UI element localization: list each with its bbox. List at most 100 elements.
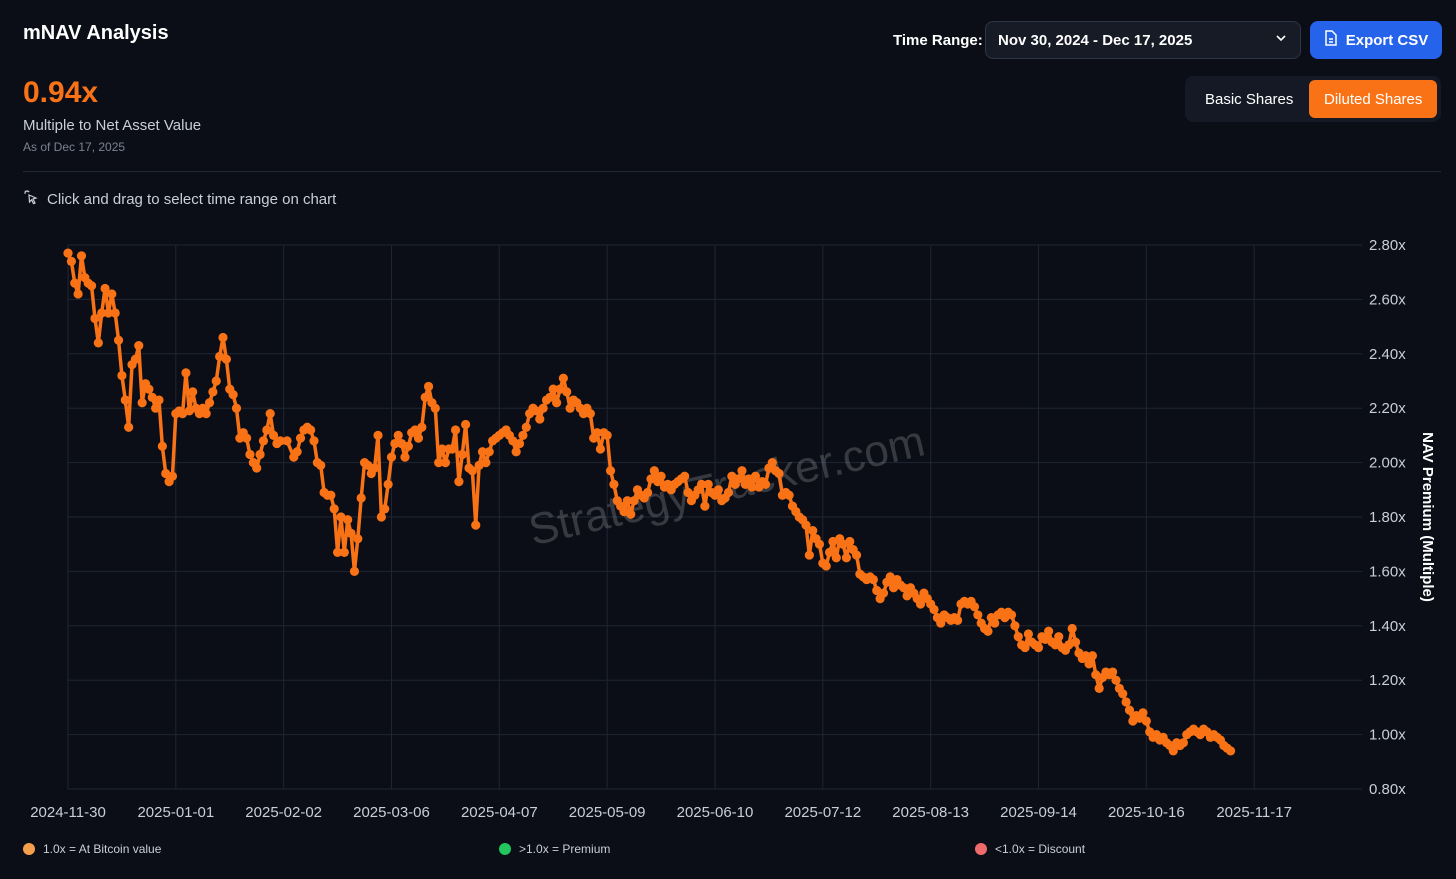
x-tick-label: 2025-11-17 — [1216, 804, 1292, 821]
data-point — [656, 471, 666, 481]
data-point — [696, 479, 707, 489]
data-point — [1067, 623, 1077, 634]
data-point — [562, 387, 572, 397]
data-point — [117, 370, 127, 381]
data-point — [454, 477, 464, 487]
data-point — [265, 409, 275, 419]
data-point — [643, 487, 653, 498]
data-point — [1111, 675, 1121, 685]
legend-dot-green — [499, 843, 511, 855]
y-tick-label: 1.00x — [1369, 727, 1406, 744]
header-divider — [23, 171, 1441, 172]
legend-dot-red — [975, 843, 987, 855]
data-point — [306, 425, 316, 435]
data-point — [878, 588, 889, 598]
time-range-label: Time Range: — [893, 32, 983, 49]
data-point — [511, 447, 521, 457]
x-tick-label: 2025-09-14 — [1000, 804, 1077, 821]
data-point — [66, 256, 76, 266]
data-point — [76, 251, 87, 261]
data-point — [1141, 716, 1151, 726]
basic-shares-button[interactable]: Basic Shares — [1205, 90, 1294, 108]
data-point — [457, 449, 467, 460]
diluted-shares-button[interactable]: Diluted Shares — [1309, 80, 1437, 118]
data-point — [680, 471, 690, 481]
data-point — [137, 398, 147, 408]
data-point — [983, 626, 993, 636]
data-point — [154, 395, 164, 405]
data-point — [201, 409, 211, 419]
cursor-click-icon — [23, 189, 39, 209]
data-point — [1225, 746, 1236, 756]
data-point — [973, 610, 983, 620]
data-point — [1084, 659, 1094, 669]
data-point — [821, 561, 831, 571]
legend-dot-orange — [23, 843, 35, 855]
data-point — [929, 604, 939, 615]
time-range-select[interactable]: Nov 30, 2024 - Dec 17, 2025 — [985, 21, 1301, 59]
data-point — [437, 444, 447, 454]
data-point — [295, 433, 306, 443]
data-point — [595, 444, 606, 454]
y-axis-label: NAV Premium (Multiple) — [1419, 432, 1436, 602]
data-point — [538, 403, 548, 413]
data-point — [188, 387, 198, 397]
data-point — [915, 599, 926, 609]
data-point — [218, 332, 228, 343]
data-point — [282, 436, 292, 446]
data-point — [629, 496, 639, 506]
data-point — [1013, 632, 1023, 642]
data-point — [808, 526, 818, 536]
data-point — [733, 474, 744, 484]
x-tick-label: 2025-02-02 — [245, 804, 322, 821]
x-tick-label: 2025-03-06 — [353, 804, 430, 821]
data-point — [703, 479, 713, 489]
data-point — [953, 615, 963, 625]
data-point — [700, 501, 710, 511]
data-point — [241, 433, 252, 443]
data-point — [845, 536, 855, 547]
data-point — [713, 485, 723, 495]
data-point — [120, 395, 130, 405]
data-point — [626, 509, 636, 519]
data-point — [1178, 738, 1189, 748]
data-point — [774, 468, 784, 479]
data-point — [245, 449, 255, 460]
page-title: mNAV Analysis — [23, 22, 169, 44]
data-point — [760, 479, 771, 489]
data-point — [1118, 689, 1128, 699]
data-point — [97, 308, 107, 318]
data-point — [255, 449, 265, 460]
data-point — [100, 283, 110, 294]
legend-label: 1.0x = At Bitcoin value — [43, 842, 162, 856]
data-point — [231, 403, 242, 413]
x-tick-label: 2025-01-01 — [137, 804, 214, 821]
data-point — [471, 520, 481, 530]
y-tick-label: 2.80x — [1369, 237, 1406, 254]
data-point — [393, 430, 403, 440]
export-csv-button[interactable]: Export CSV — [1310, 21, 1442, 59]
data-point — [548, 384, 558, 394]
data-point — [868, 574, 878, 585]
data-point — [144, 384, 154, 394]
data-point — [90, 313, 100, 324]
data-point — [1087, 651, 1098, 661]
data-point — [70, 278, 80, 288]
data-point — [151, 403, 161, 413]
chart-hint-text: Click and drag to select time range on c… — [47, 190, 337, 208]
watermark: StrategyTracker.com — [524, 417, 929, 556]
legend-label: >1.0x = Premium — [519, 842, 611, 856]
data-point — [63, 248, 73, 258]
x-tick-label: 2025-10-16 — [1108, 804, 1185, 821]
data-point — [899, 583, 909, 593]
chevron-down-icon — [1274, 31, 1288, 49]
legend-label: <1.0x = Discount — [995, 842, 1086, 856]
data-point — [434, 458, 444, 468]
data-point — [292, 447, 302, 457]
data-point — [211, 376, 221, 386]
data-point — [831, 553, 841, 563]
data-point — [113, 335, 124, 345]
data-point — [1010, 621, 1020, 631]
data-point — [167, 471, 178, 481]
